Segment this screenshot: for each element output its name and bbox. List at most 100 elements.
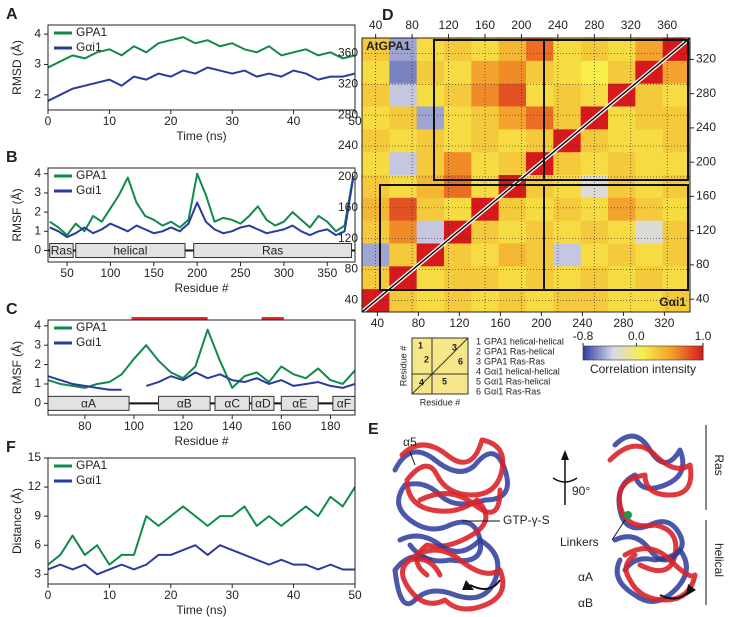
inset-item-label: GPA1 helical-helical	[484, 336, 564, 346]
x-tick-label: 180	[320, 419, 340, 433]
y-tick-label: 0	[34, 396, 41, 410]
heatmap-cell	[608, 266, 636, 290]
heatmap-cell	[416, 106, 445, 130]
y-tick-label: 200	[338, 169, 358, 183]
y-tick-label: 120	[338, 231, 358, 245]
panel-letter: E	[368, 421, 379, 438]
pointer	[409, 451, 416, 466]
x-tick-label: 300	[274, 266, 294, 280]
y-tick-label: 4	[34, 26, 41, 40]
heatmap-cell	[389, 175, 418, 199]
heatmap-cell	[498, 152, 527, 176]
heatmap-cell	[662, 220, 691, 244]
domain-box	[75, 242, 186, 258]
y-axis-label: Distance (Å)	[9, 488, 24, 554]
legend-label: GPA1	[76, 458, 107, 472]
heatmap-cell	[662, 197, 691, 222]
y-axis-label: RMSF (Å)	[9, 341, 24, 394]
backbone	[392, 449, 510, 564]
colorbar-step	[701, 346, 704, 360]
inset-y-label: Residue #	[398, 346, 408, 387]
rotation-arc	[552, 477, 578, 483]
heatmap-cell	[389, 38, 418, 62]
x-tick-label: 30	[226, 114, 240, 128]
y-tick-label: 3	[34, 337, 41, 351]
series-line	[47, 328, 356, 389]
legend-label: Gαi1	[76, 473, 102, 487]
y-tick-label: 1	[34, 223, 41, 237]
heatmap-cell	[608, 152, 636, 176]
x-tick-label: 10	[103, 114, 117, 128]
heatmap-cell	[662, 60, 691, 85]
x-tick-label: 10	[103, 588, 117, 602]
x-tick-label: 160	[271, 419, 291, 433]
heatmap-cell	[444, 289, 472, 313]
plot-frame	[47, 457, 356, 585]
backbone	[417, 487, 503, 515]
x-tick-label: 120	[439, 18, 459, 32]
x-tick-label: 80	[405, 18, 419, 32]
colorbar-step	[619, 346, 622, 360]
heatmap-cell	[553, 60, 582, 85]
y2-tick-label: 120	[696, 223, 716, 237]
region-box	[543, 39, 689, 181]
domain-label: αD	[255, 397, 271, 411]
plot-frame	[47, 24, 356, 111]
heatmap-cell	[471, 60, 500, 85]
series-line	[49, 177, 355, 239]
heatmap-cell	[635, 106, 664, 130]
heatmap-cell	[526, 243, 554, 267]
x-tick-label: 350	[317, 266, 337, 280]
domain-label: Ras	[262, 244, 283, 258]
y-tick-label: 15	[28, 450, 42, 464]
heatmap-cell	[498, 266, 527, 290]
colorbar-step	[641, 346, 644, 360]
x-axis-label: Residue #	[174, 434, 228, 448]
colorbar-label: Correlation intensity	[590, 362, 696, 376]
y-tick-label: 360	[338, 46, 358, 60]
heatmap-cell	[608, 129, 636, 153]
y-tick-label: 9	[34, 508, 41, 522]
domain-label: αC	[224, 397, 240, 411]
heatmap-cell	[608, 243, 636, 267]
rotation-indicator: 90°	[552, 450, 590, 505]
domain-box	[158, 395, 211, 411]
heatmap-cell	[635, 220, 664, 244]
series-line	[47, 544, 355, 576]
heatmap-cell	[608, 106, 636, 130]
heatmap-cell	[635, 243, 664, 267]
colorbar-step	[639, 346, 642, 360]
annotation: GTP-γ-S	[503, 513, 550, 527]
heatmap-cell	[526, 266, 554, 290]
colorbar-step	[659, 346, 662, 360]
x2-tick-label: 80	[412, 316, 426, 330]
domain-label: Ras	[51, 244, 72, 258]
inset-diagonal	[411, 337, 469, 395]
x-axis-label: Time (ns)	[176, 129, 226, 143]
heatmap-cell	[608, 175, 636, 199]
plot-frame	[47, 167, 356, 263]
heatmap-cell	[662, 83, 691, 107]
colorbar-step	[599, 346, 602, 360]
y-tick-label: 160	[338, 200, 358, 214]
legend-label: Gαi1	[76, 40, 102, 54]
heatmap-cell	[444, 83, 472, 107]
heatmap-cell	[416, 152, 445, 176]
heatmap-cell	[662, 243, 691, 267]
inset-item-label: Gαi1 helical-helical	[484, 366, 560, 376]
heatmap-cell	[389, 289, 418, 313]
diagonal	[361, 37, 691, 313]
heatmap-cell	[608, 197, 636, 222]
backbone	[400, 547, 506, 612]
colorbar-step	[611, 346, 614, 360]
heatmap-cell	[498, 243, 527, 267]
colorbar-step	[661, 346, 664, 360]
heatmap-cell	[444, 38, 472, 62]
colorbar-frame	[582, 345, 704, 361]
y-tick-label: 4	[34, 318, 41, 332]
colorbar-step	[689, 346, 692, 360]
annotation: αB	[578, 596, 593, 610]
heatmap-cell	[362, 220, 390, 244]
inset-item-label: GPA1 Ras-Ras	[484, 356, 545, 366]
legend-label: GPA1	[76, 168, 107, 182]
